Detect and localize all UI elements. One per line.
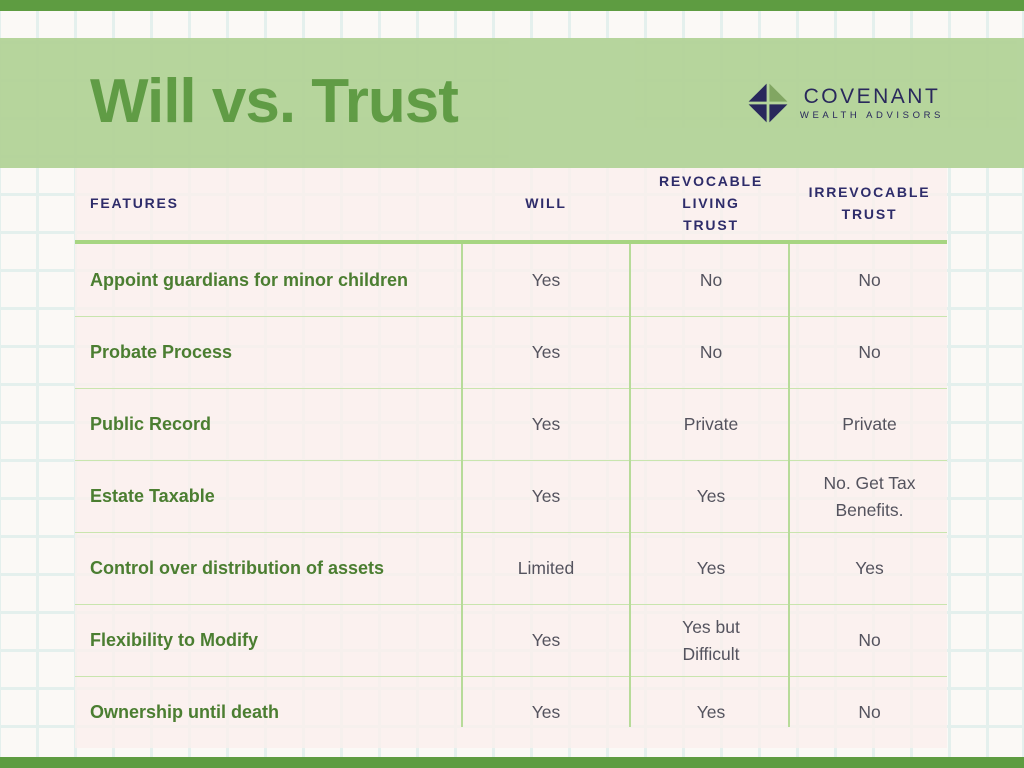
irrevocable-trust-value: No (858, 342, 881, 363)
irrevocable-trust-value: Yes (855, 558, 884, 579)
column-header-irrevocable-trust: IRREVOCABLE TRUST (808, 184, 931, 222)
column-divider (461, 244, 463, 727)
irrevocable-trust-value: No (858, 630, 881, 651)
column-divider (629, 244, 631, 727)
will-value: Yes (531, 486, 561, 507)
feature-label: Control over distribution of assets (90, 558, 385, 578)
brand-text: COVENANT WEALTH ADVISORS (800, 85, 944, 121)
bottom-accent-bar (0, 757, 1024, 768)
column-header-revocable-living-trust: REVOCABLE LIVING TRUST (658, 173, 764, 233)
column-header-will: WILL (525, 195, 567, 212)
revocable-trust-value: Yes (696, 702, 726, 723)
brand-logo: COVENANT WEALTH ADVISORS (746, 81, 944, 125)
revocable-trust-value: No (699, 342, 723, 363)
revocable-trust-value: Yes (696, 558, 726, 579)
feature-label: Appoint guardians for minor children (90, 269, 409, 290)
revocable-trust-value: Yes (696, 486, 726, 507)
table-row: Control over distribution of assets Limi… (75, 532, 947, 604)
header-banner: Will vs. Trust COVENANT WEALTH ADVISORS (0, 38, 1024, 168)
will-value: Yes (531, 702, 561, 723)
revocable-trust-value: Private (683, 414, 739, 435)
logo-diamond-icon (746, 81, 790, 125)
irrevocable-trust-value: No. Get Tax Benefits. (823, 473, 916, 520)
table-row: Estate Taxable Yes Yes No. Get Tax Benef… (75, 460, 947, 532)
irrevocable-trust-value: No (858, 269, 881, 290)
column-divider (788, 244, 790, 727)
brand-name: COVENANT (803, 84, 941, 108)
will-value: Yes (531, 269, 561, 290)
will-value: Yes (531, 630, 561, 651)
table-row: Appoint guardians for minor children Yes… (75, 244, 947, 316)
irrevocable-trust-value: Private (842, 414, 897, 435)
brand-tagline: WEALTH ADVISORS (799, 110, 944, 122)
top-accent-bar (0, 0, 1024, 11)
feature-label: Public Record (90, 414, 212, 434)
feature-label: Ownership until death (90, 702, 280, 722)
page-title: Will vs. Trust (90, 67, 459, 137)
column-header-features: FEATURES (90, 195, 179, 212)
table-row: Probate Process Yes No No (75, 316, 947, 388)
table-row: Flexibility to Modify Yes Yes but Diffic… (75, 604, 947, 676)
will-value: Yes (531, 342, 561, 363)
feature-label: Flexibility to Modify (90, 630, 259, 650)
feature-label: Probate Process (90, 342, 233, 362)
revocable-trust-value: Yes but Difficult (682, 617, 740, 664)
irrevocable-trust-value: No (858, 702, 881, 723)
will-value: Yes (531, 414, 561, 435)
revocable-trust-value: No (699, 269, 723, 290)
comparison-table: FEATURES WILL REVOCABLE LIVING TRUST IRR… (75, 168, 947, 748)
table-row: Public Record Yes Private Private (75, 388, 947, 460)
table-row: Ownership until death Yes Yes No (75, 676, 947, 748)
table-header-row: FEATURES WILL REVOCABLE LIVING TRUST IRR… (75, 168, 947, 244)
will-value: Limited (517, 558, 575, 579)
feature-label: Estate Taxable (90, 486, 215, 506)
